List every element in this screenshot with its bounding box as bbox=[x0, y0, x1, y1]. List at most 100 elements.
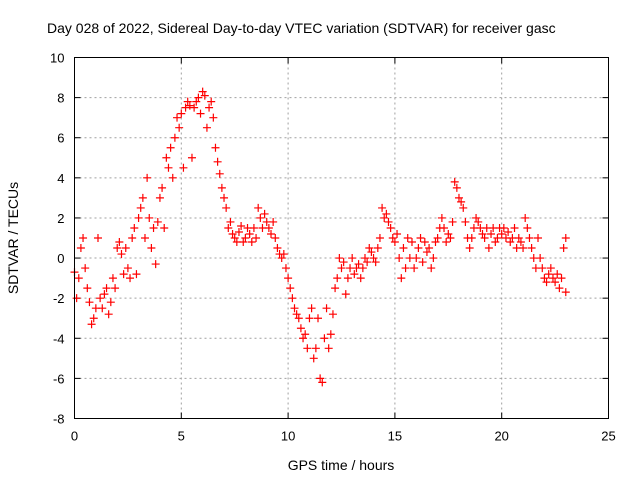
data-point bbox=[326, 330, 335, 339]
data-point bbox=[437, 213, 446, 222]
data-point bbox=[205, 103, 214, 112]
data-point bbox=[410, 264, 419, 273]
data-point bbox=[81, 264, 90, 273]
data-point bbox=[559, 244, 568, 253]
data-point bbox=[429, 254, 438, 263]
data-point bbox=[209, 113, 218, 122]
data-point bbox=[247, 238, 256, 247]
data-point bbox=[388, 234, 397, 242]
axis-ticks: 0 5 10 15 20 25 -8 -6 -4 -2 0 2 4 6 8 10 bbox=[50, 51, 616, 444]
data-point bbox=[561, 234, 570, 242]
data-point bbox=[303, 344, 312, 353]
data-point bbox=[412, 254, 421, 263]
data-point bbox=[237, 221, 246, 230]
data-point bbox=[478, 229, 487, 238]
data-point bbox=[138, 193, 147, 202]
data-point bbox=[504, 227, 513, 236]
data-point bbox=[305, 314, 314, 323]
data-point bbox=[93, 234, 102, 242]
data-point bbox=[467, 234, 476, 242]
data-point bbox=[540, 274, 549, 283]
data-point bbox=[506, 238, 515, 247]
data-point bbox=[546, 264, 555, 273]
x-tick-label: 5 bbox=[178, 429, 185, 444]
data-point bbox=[557, 274, 566, 283]
data-point bbox=[83, 284, 92, 293]
data-point bbox=[525, 234, 534, 242]
data-point bbox=[523, 223, 532, 232]
data-point bbox=[202, 123, 211, 132]
x-axis-title: GPS time / hours bbox=[288, 457, 395, 473]
data-point bbox=[459, 203, 468, 212]
data-point bbox=[136, 203, 145, 212]
data-point bbox=[390, 238, 399, 247]
data-point bbox=[499, 223, 508, 232]
data-point bbox=[234, 227, 243, 236]
data-point bbox=[386, 223, 395, 232]
data-point bbox=[288, 294, 297, 303]
data-point bbox=[108, 274, 117, 283]
data-point bbox=[119, 270, 128, 279]
data-point bbox=[354, 260, 363, 269]
data-point bbox=[140, 234, 149, 242]
data-point bbox=[516, 238, 525, 247]
data-point bbox=[87, 320, 96, 329]
data-point bbox=[217, 183, 226, 192]
data-point bbox=[207, 97, 216, 106]
data-point bbox=[343, 274, 352, 283]
data-point bbox=[318, 378, 327, 387]
data-point bbox=[491, 238, 500, 247]
data-point bbox=[220, 193, 229, 202]
data-point bbox=[241, 234, 250, 242]
data-point bbox=[104, 310, 113, 319]
data-point bbox=[277, 254, 286, 263]
data-point bbox=[378, 203, 387, 212]
data-point bbox=[465, 244, 474, 253]
data-point bbox=[254, 203, 263, 212]
data-point bbox=[367, 248, 376, 257]
data-point bbox=[514, 234, 523, 242]
data-point bbox=[333, 274, 342, 283]
y-tick-label: 8 bbox=[57, 91, 64, 106]
data-point bbox=[245, 229, 254, 238]
data-point bbox=[416, 234, 425, 242]
data-point bbox=[281, 264, 290, 273]
data-point bbox=[371, 258, 380, 267]
data-point bbox=[561, 288, 570, 297]
data-point bbox=[286, 284, 295, 293]
data-point bbox=[181, 103, 190, 112]
data-point bbox=[296, 324, 305, 333]
data-point bbox=[267, 229, 276, 238]
data-point bbox=[294, 314, 303, 323]
data-points bbox=[70, 87, 570, 387]
x-tick-label: 10 bbox=[281, 429, 295, 444]
data-point bbox=[198, 87, 207, 96]
data-point bbox=[249, 223, 258, 232]
data-point bbox=[331, 284, 340, 293]
data-point bbox=[292, 310, 301, 319]
data-point bbox=[433, 234, 442, 242]
data-point bbox=[510, 223, 519, 232]
plot-frame bbox=[74, 57, 609, 419]
data-point bbox=[538, 264, 547, 273]
data-point bbox=[211, 143, 220, 152]
data-point bbox=[115, 238, 124, 247]
data-point bbox=[422, 248, 431, 257]
data-point bbox=[162, 153, 171, 162]
data-point bbox=[98, 304, 107, 313]
data-point bbox=[264, 223, 273, 232]
data-point bbox=[185, 101, 194, 110]
data-point bbox=[393, 229, 402, 238]
data-point bbox=[168, 173, 177, 182]
data-point bbox=[311, 344, 320, 353]
data-point bbox=[194, 93, 203, 102]
data-point bbox=[551, 278, 560, 287]
data-point bbox=[224, 223, 233, 232]
data-point bbox=[442, 238, 451, 247]
data-point bbox=[160, 223, 169, 232]
data-point bbox=[399, 244, 408, 253]
data-point bbox=[382, 209, 391, 218]
data-point bbox=[542, 278, 551, 287]
data-point bbox=[269, 217, 278, 226]
